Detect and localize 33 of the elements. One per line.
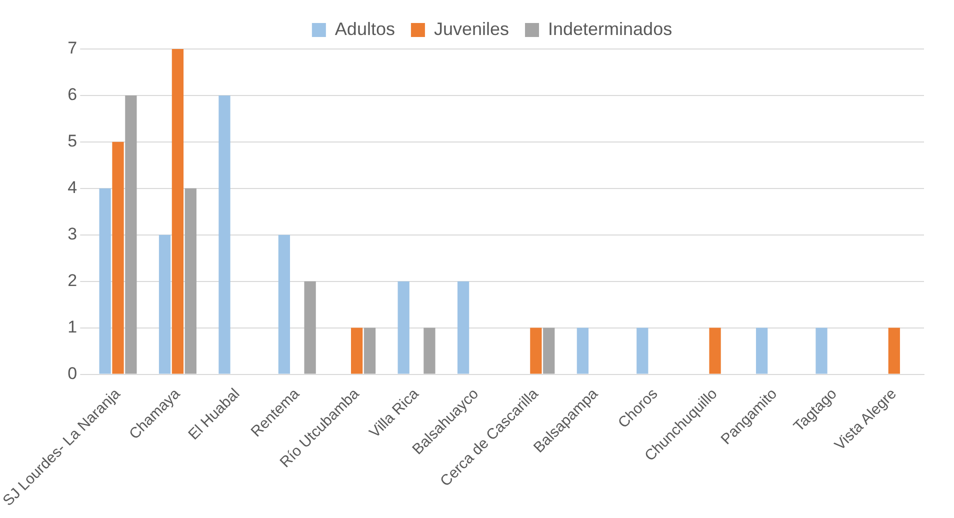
bar (530, 328, 542, 374)
legend-label: Juveniles (434, 18, 510, 39)
bar (709, 328, 721, 374)
y-tick-label: 3 (68, 224, 78, 244)
bar (424, 328, 436, 374)
bar (756, 328, 768, 374)
legend-label: Indeterminados (548, 18, 672, 39)
bar (543, 328, 555, 374)
bar (350, 328, 363, 374)
y-tick-label: 0 (68, 364, 78, 383)
bar (457, 281, 470, 374)
bar (125, 95, 137, 374)
bar (398, 281, 410, 374)
y-tick-label: 6 (68, 85, 78, 104)
y-tick-label: 5 (68, 132, 78, 151)
y-tick-label: 7 (68, 38, 78, 58)
bar (576, 328, 589, 374)
bar (636, 328, 648, 374)
y-tick-label: 2 (68, 271, 78, 290)
y-tick-label: 1 (68, 317, 78, 336)
legend-label: Adultos (334, 18, 395, 39)
bar (304, 281, 316, 374)
bar (364, 328, 376, 374)
bar (184, 188, 196, 374)
bar (99, 188, 111, 374)
bar (112, 142, 124, 374)
bar (888, 328, 900, 374)
bar (218, 95, 230, 374)
bar (172, 49, 184, 374)
bar (278, 234, 290, 374)
bar (158, 234, 171, 374)
y-tick-label: 4 (68, 178, 78, 198)
bar (816, 328, 828, 374)
